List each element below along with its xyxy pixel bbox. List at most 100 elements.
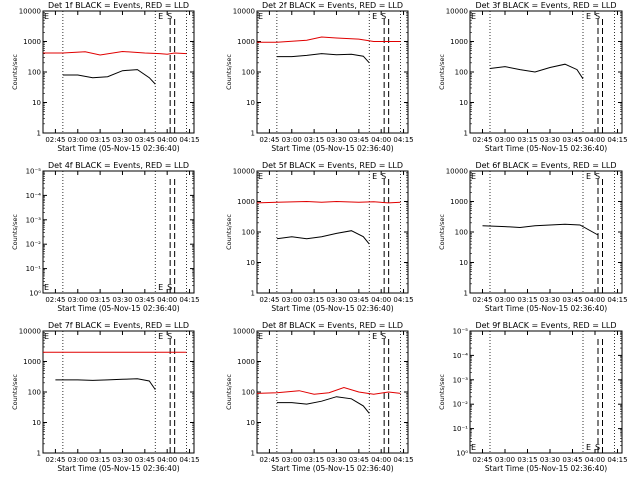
event-marker-s: S bbox=[167, 12, 172, 21]
x-tick-label: 03:15 bbox=[304, 136, 324, 144]
x-axis-label: Start Time (05-Nov-15 02:36:40) bbox=[57, 144, 179, 153]
chart-panel-2: Det 2f BLACK = Events, RED = LLD 1 10 100 10… bbox=[225, 1, 414, 153]
y-tick-label: 10 bbox=[459, 99, 468, 107]
event-marker-s: S bbox=[381, 172, 386, 181]
x-tick-label: 03:30 bbox=[326, 456, 346, 464]
event-marker-s: S bbox=[167, 332, 172, 341]
x-tick-label: 02:45 bbox=[259, 296, 279, 304]
y-tick-label: 1 bbox=[37, 130, 41, 138]
x-tick-label: 03:30 bbox=[540, 456, 560, 464]
x-tick-label: 02:45 bbox=[45, 136, 65, 144]
y-tick-label: 1000 bbox=[23, 358, 41, 366]
event-marker-s: S bbox=[381, 332, 386, 341]
x-axis-label: Start Time (05-Nov-15 02:36:40) bbox=[57, 464, 179, 473]
x-tick-label: 04:15 bbox=[607, 456, 627, 464]
x-axis-label: Start Time (05-Nov-15 02:36:40) bbox=[271, 144, 393, 153]
plot-frame bbox=[42, 330, 195, 454]
x-tick-label: 03:15 bbox=[517, 296, 537, 304]
event-marker-left: E bbox=[471, 12, 476, 21]
y-tick-label: 1000 bbox=[237, 38, 255, 46]
plot-frame bbox=[256, 170, 409, 294]
x-tick-label: 03:30 bbox=[326, 136, 346, 144]
x-axis-label: Start Time (05-Nov-15 02:36:40) bbox=[485, 464, 607, 473]
x-tick-label: 03:45 bbox=[135, 456, 155, 464]
x-tick-label: 02:45 bbox=[472, 296, 492, 304]
y-tick-label: 10⁻² bbox=[26, 241, 42, 249]
x-tick-label: 04:00 bbox=[585, 296, 605, 304]
x-tick-label: 03:45 bbox=[135, 136, 155, 144]
x-axis-label: Start Time (05-Nov-15 02:36:40) bbox=[485, 304, 607, 313]
x-tick-label: 04:00 bbox=[371, 296, 391, 304]
event-marker-e: E bbox=[158, 283, 163, 292]
x-tick-label: 04:00 bbox=[371, 456, 391, 464]
series-line-events bbox=[276, 396, 370, 414]
y-tick-label: 10000 bbox=[446, 168, 468, 176]
y-tick-label: 100 bbox=[242, 69, 255, 77]
x-tick-label: 02:45 bbox=[472, 456, 492, 464]
event-marker-e: E bbox=[158, 12, 163, 21]
y-tick-label: 1 bbox=[251, 130, 255, 138]
x-tick-label: 03:00 bbox=[495, 136, 515, 144]
panel-title: Det 4f BLACK = Events, RED = LLD bbox=[48, 161, 189, 170]
y-tick-label: 10⁻¹ bbox=[26, 265, 42, 273]
y-tick-label: 10000 bbox=[446, 8, 468, 16]
plot-frame bbox=[42, 170, 195, 294]
y-axis-label: Counts/sec bbox=[11, 374, 19, 410]
y-axis-label: Counts/sec bbox=[438, 214, 446, 250]
y-tick-label: 100 bbox=[455, 69, 468, 77]
y-tick-label: 10⁻⁴ bbox=[453, 352, 469, 360]
y-tick-label: 100 bbox=[28, 69, 41, 77]
event-marker-s: S bbox=[381, 12, 386, 21]
chart-panel-3: Det 3f BLACK = Events, RED = LLD 1 10 100 10… bbox=[438, 1, 628, 153]
y-tick-label: 100 bbox=[455, 229, 468, 237]
panel-title: Det 5f BLACK = Events, RED = LLD bbox=[262, 161, 403, 170]
x-tick-label: 03:45 bbox=[349, 456, 369, 464]
y-tick-label: 100 bbox=[242, 389, 255, 397]
plot-frame bbox=[469, 170, 623, 294]
x-tick-label: 03:00 bbox=[68, 296, 88, 304]
x-tick-label: 03:00 bbox=[282, 136, 302, 144]
y-tick-label: 1 bbox=[37, 450, 41, 458]
y-tick-label: 10000 bbox=[19, 328, 41, 336]
series-line-lld bbox=[43, 50, 187, 56]
x-tick-label: 03:00 bbox=[68, 456, 88, 464]
y-tick-label: 10 bbox=[459, 259, 468, 267]
panel-title: Det 6f BLACK = Events, RED = LLD bbox=[475, 161, 616, 170]
y-axis-label: Counts/sec bbox=[225, 54, 233, 90]
panel-title: Det 1f BLACK = Events, RED = LLD bbox=[48, 1, 189, 10]
x-tick-label: 03:15 bbox=[517, 136, 537, 144]
event-marker-e: E bbox=[586, 12, 591, 21]
y-tick-label: 10⁰ bbox=[29, 290, 41, 298]
event-marker-left: E bbox=[258, 12, 263, 21]
event-marker-left: E bbox=[44, 332, 49, 341]
y-axis-label: Counts/sec bbox=[225, 214, 233, 250]
event-marker-e: E bbox=[158, 332, 163, 341]
y-tick-label: 10 bbox=[32, 99, 41, 107]
x-tick-label: 03:15 bbox=[90, 296, 110, 304]
y-tick-label: 10000 bbox=[233, 168, 255, 176]
y-axis-label: Counts/sec bbox=[11, 214, 19, 250]
x-tick-label: 03:45 bbox=[135, 296, 155, 304]
chart-panel-4: Det 4f BLACK = Events, RED = LLD 10⁰ 10⁻¹ 1… bbox=[11, 161, 200, 313]
x-tick-label: 03:30 bbox=[112, 296, 132, 304]
x-tick-label: 04:15 bbox=[179, 136, 199, 144]
plot-frame bbox=[469, 10, 623, 134]
x-tick-label: 03:30 bbox=[112, 136, 132, 144]
x-tick-label: 03:00 bbox=[495, 456, 515, 464]
y-tick-label: 1000 bbox=[23, 38, 41, 46]
event-marker-left: E bbox=[44, 12, 49, 21]
x-tick-label: 03:00 bbox=[495, 296, 515, 304]
x-tick-label: 02:45 bbox=[472, 136, 492, 144]
event-marker-e: E bbox=[372, 12, 377, 21]
y-tick-label: 10⁻⁵ bbox=[26, 168, 42, 176]
x-tick-label: 04:15 bbox=[179, 296, 199, 304]
x-tick-label: 03:15 bbox=[304, 456, 324, 464]
x-axis-label: Start Time (05-Nov-15 02:36:40) bbox=[57, 304, 179, 313]
x-tick-label: 04:00 bbox=[157, 136, 177, 144]
y-tick-label: 10⁻⁵ bbox=[453, 328, 469, 336]
x-tick-label: 04:15 bbox=[607, 296, 627, 304]
event-marker-left: E bbox=[258, 332, 263, 341]
x-tick-label: 03:45 bbox=[562, 296, 582, 304]
x-tick-label: 04:00 bbox=[371, 136, 391, 144]
y-tick-label: 10 bbox=[246, 99, 255, 107]
